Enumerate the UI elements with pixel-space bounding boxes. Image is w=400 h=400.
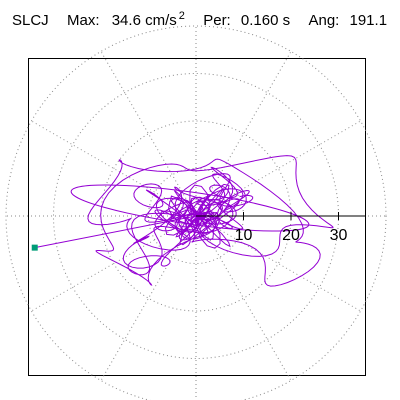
chart-header: SLCJ Max: 34.6 cm/s 2 Per: 0.160 s Ang: 1… — [12, 10, 388, 29]
period-label: Per: — [203, 12, 231, 29]
grid-ring — [5, 25, 387, 400]
x-tick-label: 10 — [235, 227, 253, 244]
angle-value: 191.1 — [349, 12, 388, 29]
max-unit-superscript: 2 — [178, 10, 185, 22]
grid-spoke — [31, 120, 197, 217]
max-label: Max: — [67, 12, 100, 29]
max-value: 34.6 cm/s — [111, 12, 177, 29]
max-vector-line — [34, 215, 197, 249]
x-tick-label: 20 — [282, 227, 300, 244]
angle-label: Ang: — [308, 12, 340, 29]
motion-trace — [87, 155, 334, 287]
max-marker — [31, 244, 38, 251]
motion-trace-loop — [70, 184, 310, 232]
x-tick-label: 30 — [330, 227, 348, 244]
period-value: 0.160 s — [240, 12, 291, 29]
station-code: SLCJ — [12, 12, 49, 29]
